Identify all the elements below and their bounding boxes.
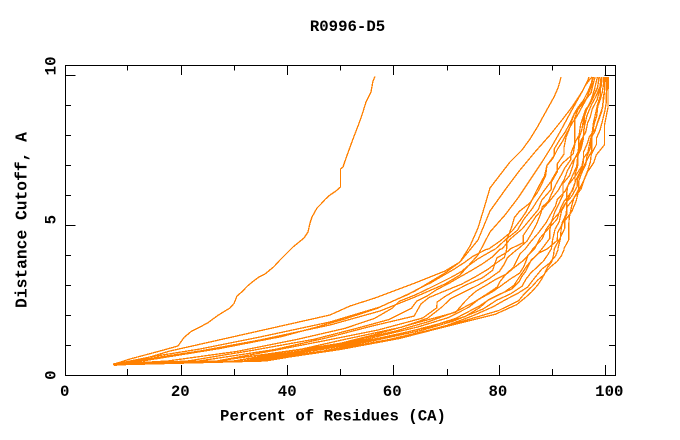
svg-text:20: 20 [171, 383, 190, 401]
svg-text:0: 0 [43, 370, 61, 379]
svg-text:5: 5 [43, 215, 61, 224]
svg-text:100: 100 [595, 383, 623, 401]
svg-text:80: 80 [488, 383, 507, 401]
svg-text:10: 10 [43, 56, 61, 75]
svg-text:Percent of Residues (CA): Percent of Residues (CA) [220, 408, 446, 426]
svg-text:Distance Cutoff, A: Distance Cutoff, A [12, 132, 31, 308]
svg-text:40: 40 [278, 383, 297, 401]
svg-text:R0996-D5: R0996-D5 [310, 18, 385, 36]
svg-text:0: 0 [60, 383, 69, 401]
svg-text:60: 60 [383, 383, 402, 401]
